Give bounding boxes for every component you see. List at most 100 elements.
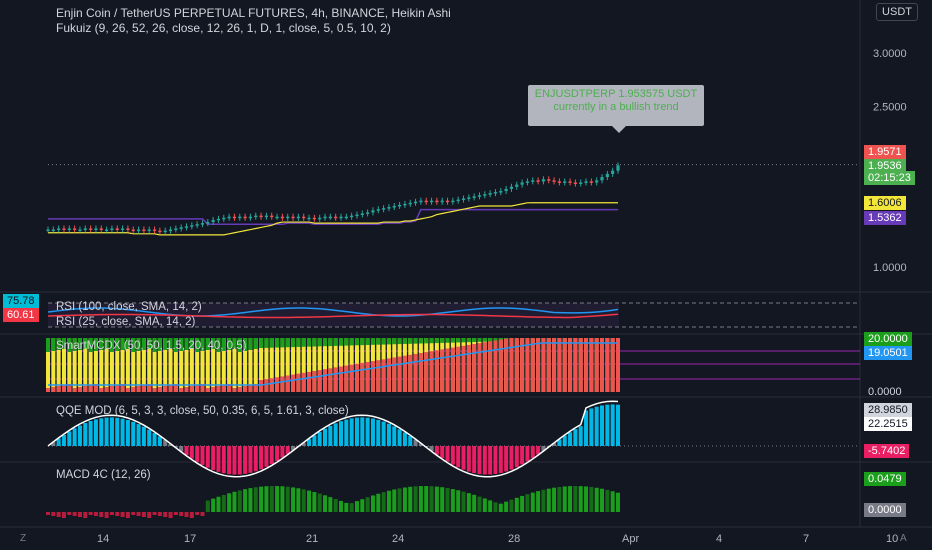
macd-bar <box>157 512 162 516</box>
candle-body <box>366 212 370 214</box>
candle-body <box>195 224 199 226</box>
smart-tag-top: 20.0000 <box>864 332 912 346</box>
smart-bar-red <box>243 386 248 392</box>
smart-bar-green <box>136 338 141 351</box>
smart-bar-red <box>46 388 50 392</box>
smart-bar-green <box>195 338 200 352</box>
x-tick-label: 4 <box>716 533 723 545</box>
smart-bar-red <box>610 338 615 392</box>
candle-body <box>174 228 178 230</box>
smart-bar-red <box>291 374 296 392</box>
candle-body <box>424 200 428 203</box>
smart-bar-red <box>568 338 573 392</box>
smart-bar-green <box>418 338 423 344</box>
macd-bar <box>482 498 487 512</box>
qqe-bar <box>67 431 72 446</box>
macd-bar <box>530 492 535 512</box>
smart-bar-green <box>168 338 173 349</box>
smart-bar-red <box>578 338 583 392</box>
smart-bar-red <box>605 338 610 392</box>
smart-bar-red <box>328 368 333 392</box>
smart-bar-green <box>312 338 317 347</box>
smart-bar-yellow <box>67 338 72 392</box>
macd-bar <box>285 486 290 512</box>
macd-bar <box>605 489 610 512</box>
candle-body <box>254 215 258 218</box>
smart-bar-red <box>200 384 205 392</box>
smart-bar-red <box>307 371 312 392</box>
macd-bar <box>67 512 72 515</box>
smart-bar-yellow <box>99 338 104 392</box>
candle-body <box>302 216 306 219</box>
smart-bar-green <box>163 338 168 350</box>
macd-bar <box>477 496 482 512</box>
smart-bar-green <box>227 338 232 350</box>
smart-bar-yellow <box>344 338 349 392</box>
candle-body <box>184 226 189 228</box>
macd-bar <box>120 512 125 517</box>
qqe-bar <box>493 446 498 475</box>
candle-body <box>563 181 567 183</box>
smart-bar-red <box>429 351 434 392</box>
qqe-bar <box>594 406 599 446</box>
qqe-bar <box>269 446 274 465</box>
macd-bar <box>552 487 557 512</box>
smart-bar-green <box>152 338 157 352</box>
smart-bar-green <box>317 338 322 347</box>
smart-bar-yellow <box>312 338 317 392</box>
qqe-bar <box>211 446 216 470</box>
candle-body <box>211 219 215 223</box>
macd-bar <box>200 512 205 516</box>
smart-bar-red <box>184 387 189 392</box>
qqe-bar <box>338 421 343 446</box>
macd-bar <box>136 512 141 516</box>
smart-bar-yellow <box>56 338 61 392</box>
candle-body <box>83 228 87 230</box>
candle-body <box>419 200 423 203</box>
qqe-bar <box>440 446 445 459</box>
smart-bar-green <box>344 338 349 346</box>
candle-body <box>467 197 471 199</box>
smart-bar-red <box>115 385 120 392</box>
smart-bar-green <box>259 338 264 348</box>
zoom-icon[interactable]: Z <box>20 533 27 544</box>
macd-bar <box>440 487 445 512</box>
smart-bar-red <box>168 385 173 392</box>
qqe-bar <box>205 446 210 468</box>
qqe-bar <box>541 446 546 451</box>
smart-bar-green <box>488 338 493 342</box>
macd-tag-a: 0.0479 <box>864 472 906 486</box>
currency-selector[interactable]: USDT <box>876 3 918 21</box>
smart-bar-red <box>109 386 114 392</box>
macd-bar <box>450 489 455 512</box>
macd-bar <box>466 493 471 512</box>
smart-bar-yellow <box>280 338 285 392</box>
smart-bar-red <box>104 387 109 392</box>
macd-bar <box>578 486 583 512</box>
auto-scale-icon[interactable]: A <box>900 533 907 544</box>
fukuiz-purple-line <box>48 208 618 225</box>
smart-bar-red <box>344 365 349 392</box>
smart-bar-red <box>445 348 450 392</box>
macd-bar <box>189 512 194 518</box>
smart-bar-red <box>232 388 237 392</box>
smart-bar-red <box>562 338 567 392</box>
macd-bar <box>211 498 216 512</box>
smart-bar-red <box>216 386 221 392</box>
candle-body <box>435 200 439 203</box>
candle-body <box>541 179 546 182</box>
macd-bar <box>370 495 375 512</box>
qqe-bar <box>562 435 567 446</box>
macd-bar <box>232 491 237 512</box>
qqe-bar <box>307 438 312 446</box>
smart-bar-green <box>72 338 77 351</box>
smart-bar-green <box>333 338 338 346</box>
smart-bar-red <box>514 338 519 392</box>
rsi-fast-tag: 75.78 <box>3 294 39 308</box>
qqe-bar <box>280 446 285 458</box>
smart-bar-red <box>179 388 184 392</box>
qqe-bar <box>312 435 317 446</box>
macd-bar <box>83 512 88 518</box>
